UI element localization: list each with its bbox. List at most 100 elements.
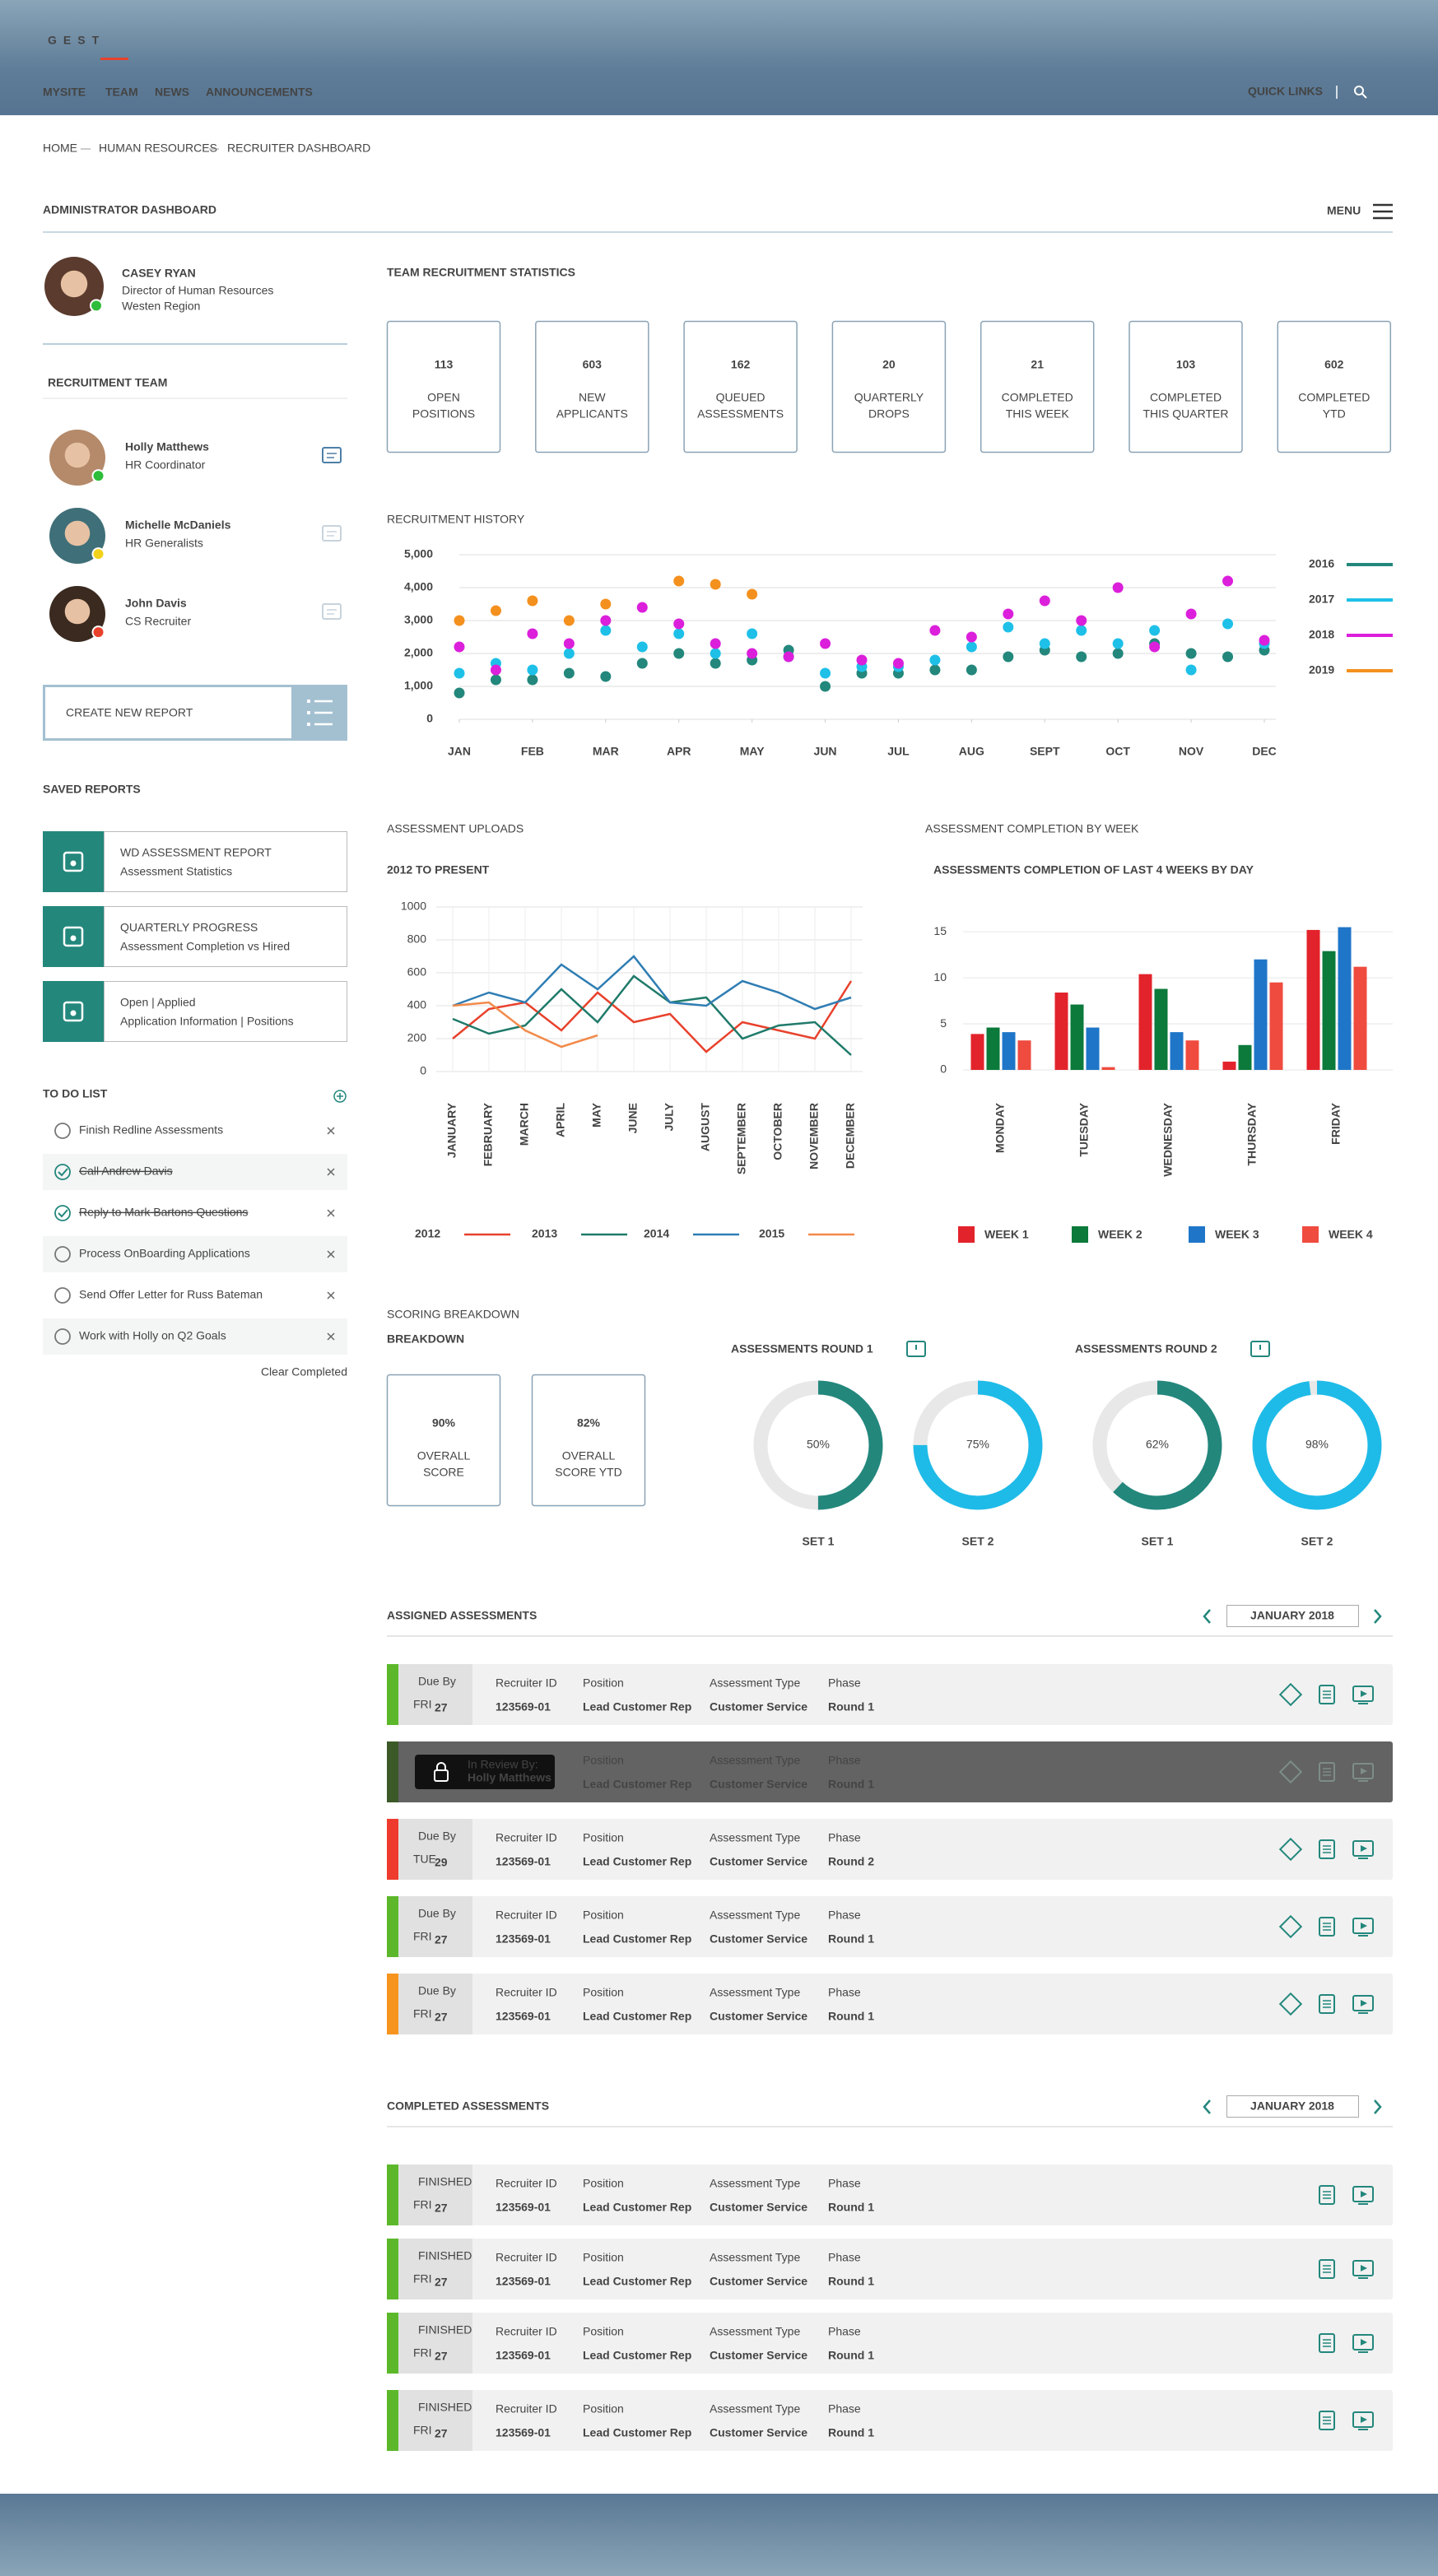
nav-link[interactable]: MYSITE (43, 86, 86, 99)
report-card[interactable] (104, 981, 347, 1042)
column-value: Customer Service (710, 2275, 807, 2288)
todo-check[interactable] (54, 1246, 71, 1262)
todo-remove (327, 1291, 335, 1300)
action-icon[interactable] (1278, 1914, 1303, 1939)
month-picker[interactable] (1226, 2095, 1359, 2118)
section-title: TEAM RECRUITMENT STATISTICS (387, 266, 575, 279)
action-icon[interactable] (1319, 2185, 1335, 2205)
breadcrumb[interactable]: HUMAN RESOURCES (99, 142, 217, 155)
stat-label: APPLICANTS (556, 407, 628, 421)
column-value: Lead Customer Rep (583, 1778, 691, 1791)
status-bar (387, 1664, 398, 1725)
todo-row (43, 1236, 347, 1272)
todo-check[interactable] (54, 1123, 71, 1139)
nav-link[interactable]: TEAM (105, 86, 138, 99)
chat-icon[interactable] (322, 603, 342, 620)
report-name[interactable]: Open | Applied (120, 996, 196, 1009)
action-icon[interactable] (1278, 1837, 1303, 1862)
nav-link[interactable]: ANNOUNCEMENTS (206, 86, 313, 99)
legend-swatch (1072, 1226, 1088, 1243)
report-card[interactable] (104, 906, 347, 967)
assessment-row[interactable] (387, 2390, 1393, 2451)
todo-check[interactable] (54, 1164, 71, 1180)
action-icon[interactable] (1352, 1686, 1374, 1702)
chat-icon[interactable] (322, 525, 342, 542)
add-todo[interactable] (333, 1090, 347, 1103)
stat-value: 602 (1324, 358, 1344, 371)
data-line (452, 1001, 598, 1049)
assessment-row[interactable] (387, 1741, 1393, 1802)
month-label[interactable]: JANUARY 2018 (1250, 2099, 1334, 2113)
action-icon[interactable] (1352, 1995, 1374, 2011)
action-icon[interactable] (1278, 1760, 1303, 1784)
prev-month[interactable] (1203, 2099, 1211, 2114)
member-role: CS Recruiter (125, 615, 191, 628)
due-day: FRI (413, 2424, 432, 2437)
action-icon[interactable] (1319, 2333, 1335, 2353)
quick-links[interactable]: QUICK LINKS (1248, 85, 1323, 98)
clear-completed[interactable]: Clear Completed (261, 1365, 347, 1379)
todo-check[interactable] (54, 1328, 71, 1345)
todo-check[interactable] (54, 1287, 71, 1304)
menu-button[interactable]: MENU (1327, 204, 1361, 217)
assessment-row[interactable] (387, 1819, 1393, 1880)
action-icon[interactable] (1352, 2260, 1374, 2276)
action-icon[interactable] (1278, 1682, 1303, 1707)
assessment-row[interactable] (387, 2164, 1393, 2225)
month-label[interactable]: JANUARY 2018 (1250, 1609, 1334, 1622)
action-icon[interactable] (1319, 1685, 1335, 1704)
assessment-row[interactable] (387, 2239, 1393, 2299)
action-icon[interactable] (1319, 1762, 1335, 1782)
action-icon[interactable] (1352, 1840, 1374, 1857)
month-picker[interactable] (1226, 1605, 1359, 1627)
nav-link[interactable]: NEWS (155, 86, 189, 99)
search-icon[interactable] (1354, 86, 1364, 95)
action-icon[interactable] (1352, 2186, 1374, 2202)
bar (1185, 1040, 1199, 1070)
assessment-row[interactable] (387, 1896, 1393, 1957)
bar (1353, 966, 1367, 1070)
chat-icon[interactable] (1250, 1341, 1270, 1357)
assessment-row[interactable] (387, 1664, 1393, 1725)
scatter-point (490, 664, 501, 676)
status-bar (387, 2239, 398, 2299)
action-icon (1361, 2000, 1367, 2006)
action-icon[interactable] (1319, 1839, 1335, 1859)
bar (1138, 974, 1152, 1070)
action-icon[interactable] (1352, 2411, 1374, 2428)
due-day: FRI (413, 2346, 432, 2360)
next-month[interactable] (1374, 2099, 1382, 2114)
section-title: TO DO LIST (43, 1087, 108, 1100)
action-icon[interactable] (1319, 2259, 1335, 2279)
chat-icon[interactable] (906, 1341, 926, 1357)
assessment-row[interactable] (387, 2313, 1393, 2374)
assessment-row[interactable] (387, 1974, 1393, 2034)
breadcrumb[interactable]: HOME (43, 142, 77, 155)
todo-text: Finish Redline Assessments (79, 1123, 223, 1137)
column-label: Recruiter ID (496, 1909, 557, 1922)
next-month[interactable] (1374, 1609, 1382, 1624)
lock-icon (436, 1762, 446, 1770)
action-icon[interactable] (1352, 1918, 1374, 1934)
report-card[interactable] (104, 831, 347, 892)
status-bar (387, 2390, 398, 2451)
report-name[interactable]: WD ASSESSMENT REPORT (120, 846, 272, 859)
action-icon[interactable] (1352, 1763, 1374, 1779)
todo-text: Reply to Mark Bartons Questions (79, 1206, 248, 1219)
scatter-point (636, 641, 648, 653)
action-icon[interactable] (1319, 1994, 1335, 2014)
prev-month[interactable] (1203, 1609, 1211, 1624)
donut-label: 98% (1305, 1438, 1329, 1451)
save-icon (63, 1001, 84, 1022)
report-name[interactable]: QUARTERLY PROGRESS (120, 921, 258, 934)
action-icon[interactable] (1319, 2411, 1335, 2430)
stat-label: THIS WEEK (1006, 407, 1070, 421)
action-icon[interactable] (1278, 1992, 1303, 2016)
action-icon[interactable] (1319, 1917, 1335, 1937)
chat-icon[interactable] (322, 447, 342, 463)
scatter-point (1259, 635, 1270, 646)
todo-check[interactable] (54, 1205, 71, 1221)
create-report-label[interactable]: CREATE NEW REPORT (66, 706, 193, 719)
action-icon[interactable] (1352, 2334, 1374, 2350)
report-detail: Assessment Statistics (120, 865, 232, 878)
